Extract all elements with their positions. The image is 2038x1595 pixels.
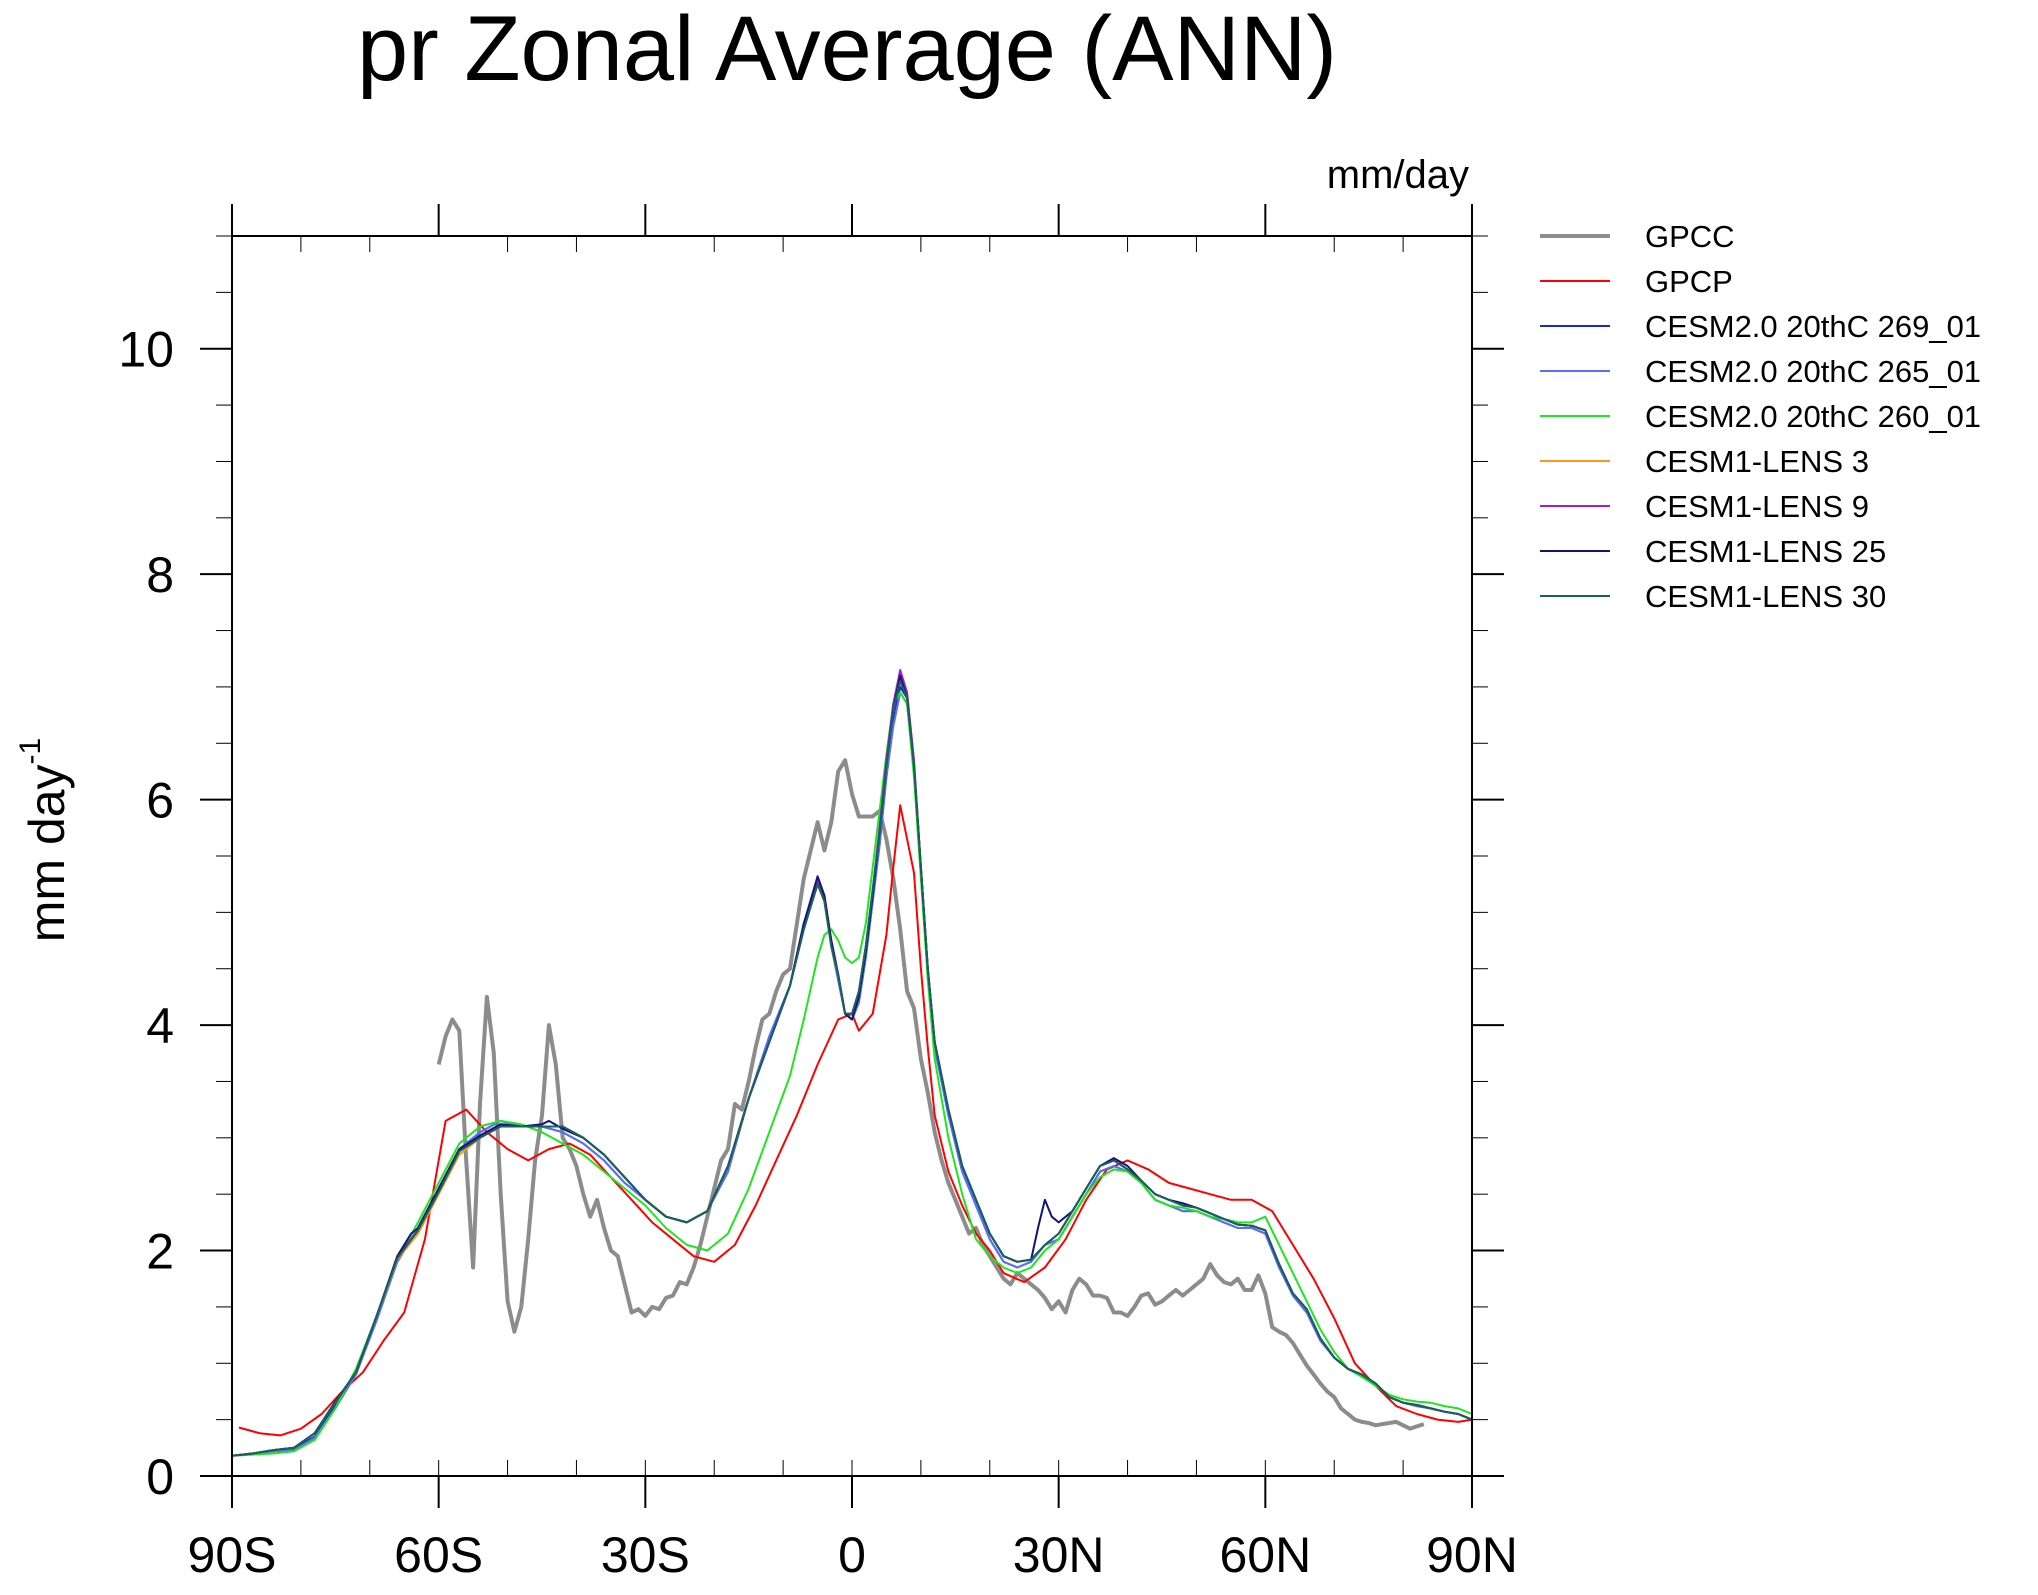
x-tick-label: 0 <box>838 1527 866 1583</box>
y-tick-label: 8 <box>146 547 174 603</box>
x-tick-label: 30N <box>1013 1527 1105 1583</box>
legend-label: CESM2.0 20thC 265_01 <box>1645 354 1981 389</box>
legend-label: CESM1-LENS 30 <box>1645 579 1886 614</box>
legend-label: CESM1-LENS 25 <box>1645 534 1886 569</box>
series-line-gpcp <box>238 804 1473 1437</box>
y-tick-label: 4 <box>146 998 174 1054</box>
x-tick-label: 30S <box>601 1527 690 1583</box>
y-tick-label: 10 <box>118 322 174 378</box>
series-line-gpcc <box>436 758 1425 1431</box>
series-lines <box>231 669 1473 1457</box>
x-tick-label: 90N <box>1426 1527 1518 1583</box>
x-tick-labels: 90S 60S 30S 0 30N 60N 90N <box>188 1527 1518 1583</box>
legend-label: GPCP <box>1645 264 1733 299</box>
legend-label: CESM1-LENS 3 <box>1645 444 1869 479</box>
x-tick-label: 60N <box>1219 1527 1311 1583</box>
x-tick-label: 60S <box>394 1527 483 1583</box>
legend: GPCC GPCP CESM2.0 20thC 269_01 CESM2.0 20th… <box>1540 219 1981 614</box>
units-label: mm/day <box>1327 153 1469 197</box>
y-tick-label: 2 <box>146 1224 174 1280</box>
legend-label: GPCC <box>1645 219 1735 254</box>
y-tick-label: 6 <box>146 773 174 829</box>
y-axis-label-superscript: -1 <box>14 738 47 765</box>
legend-label: CESM2.0 20thC 269_01 <box>1645 309 1981 344</box>
series-line-cesm2-0-20thc-260-01 <box>231 691 1473 1457</box>
plot-frame <box>231 235 1473 1477</box>
series-line-cesm2-0-20thc-265-01 <box>231 691 1473 1457</box>
y-axis-label: mm day-1 <box>14 738 75 943</box>
y-tick-labels: 0 2 4 6 8 10 <box>118 322 174 1505</box>
series-line-cesm2-0-20thc-269-01 <box>231 685 1473 1457</box>
legend-label: CESM2.0 20thC 260_01 <box>1645 399 1981 434</box>
y-axis-label-text: mm day <box>19 764 75 942</box>
axis-ticks <box>200 204 1504 1508</box>
series-line-cesm1-lens-30 <box>231 680 1473 1457</box>
chart-title: pr Zonal Average (ANN) <box>357 0 1337 100</box>
y-tick-label: 0 <box>146 1449 174 1505</box>
legend-label: CESM1-LENS 9 <box>1645 489 1869 524</box>
x-tick-label: 90S <box>188 1527 277 1583</box>
